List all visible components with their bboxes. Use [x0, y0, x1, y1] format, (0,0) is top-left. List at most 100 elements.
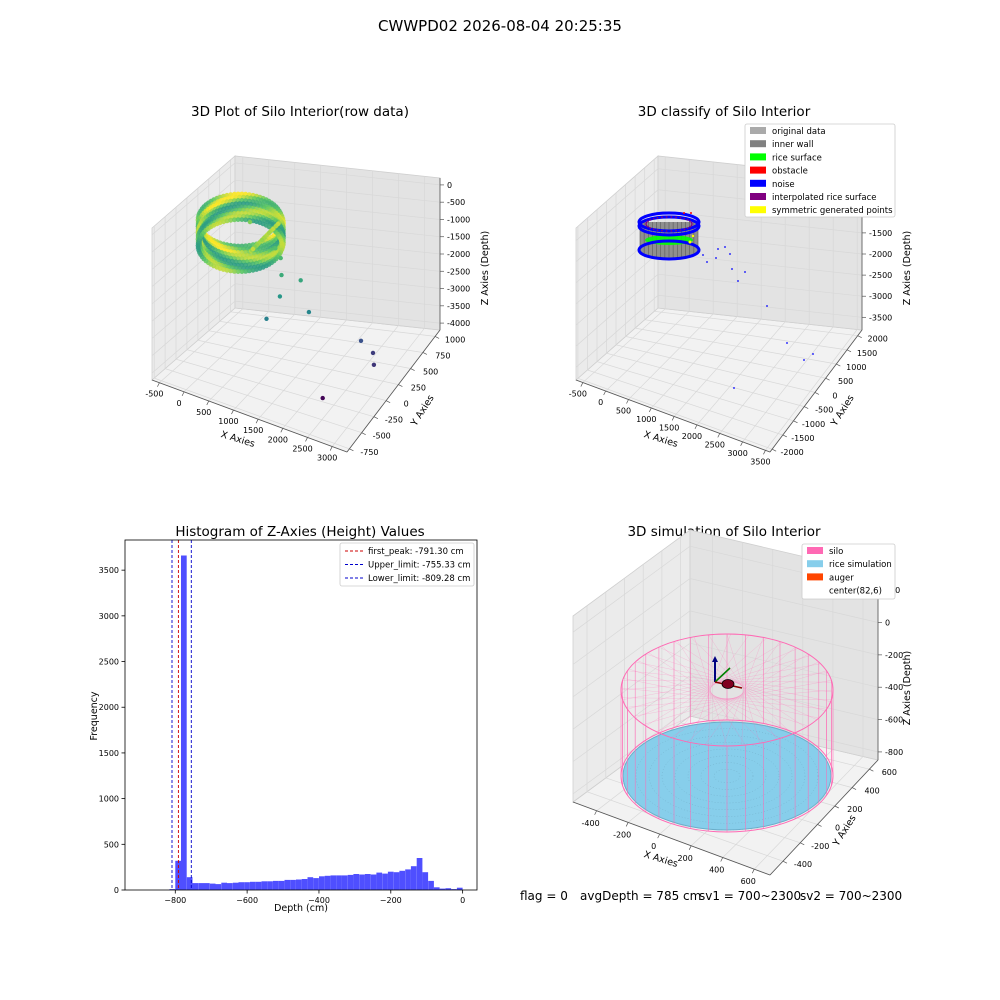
p2-x-axis-line	[575, 379, 771, 453]
histogram-bar	[370, 874, 377, 890]
raw-point	[243, 269, 249, 274]
histogram-x-tick-label: −200	[380, 896, 402, 905]
classify-legend-swatch	[750, 153, 766, 161]
simulation-x-ticks: -400 -200 0 200 400 600	[582, 810, 756, 886]
histogram-x-tick-label: −600	[236, 896, 258, 905]
simulation-legend-box	[801, 543, 896, 600]
p2-y-tick-mark	[857, 335, 862, 338]
auger-z-arrowhead	[712, 656, 718, 662]
symmetric-point	[688, 240, 692, 244]
interpolated-point	[679, 229, 682, 232]
noise-point	[737, 280, 739, 282]
histogram-y-tick-label: 2000	[99, 703, 119, 712]
histogram-bar	[393, 872, 400, 890]
p4-y-tick-label: -400	[794, 860, 812, 869]
p2-x-tick-label: 1000	[636, 415, 656, 424]
classify-legend-label: noise	[772, 180, 795, 190]
p1-y-gridline	[164, 216, 362, 434]
histogram-bar	[341, 875, 348, 890]
avg-depth-text: avgDepth = 785 cm	[580, 889, 701, 903]
p2-x-gridline	[651, 164, 738, 409]
interpolated-point	[689, 220, 691, 223]
p4-x-tick-label: -400	[582, 819, 600, 828]
p1-y-tick-label: -250	[385, 416, 403, 425]
p1-x-gridline	[307, 173, 399, 438]
p2-y-gridline	[577, 226, 773, 450]
p1-y-tick-label: 250	[411, 384, 426, 393]
noise-point	[803, 359, 805, 361]
p1-x-tick-mark	[181, 391, 185, 397]
histogram-y-tick-label: 3500	[99, 566, 119, 575]
p4-x-axis-line	[572, 801, 771, 876]
raw-point	[224, 218, 230, 224]
silo-top-wire	[690, 637, 793, 735]
raw-y-axis-label: Y Axies	[409, 393, 437, 429]
p2-y-tick-mark	[804, 406, 809, 409]
p2-x-tick-mark	[740, 441, 743, 446]
p1-x-tick-mark	[157, 382, 160, 387]
p1-x-tick-mark	[305, 437, 308, 442]
p1-y-tick-mark	[398, 384, 403, 387]
p2-y-tick-mark	[846, 349, 852, 353]
histogram-bar	[278, 880, 285, 890]
rice-simulation-mesh	[648, 735, 806, 817]
raw-outlier-point	[273, 246, 278, 251]
p4-x-tick-mark	[751, 869, 755, 874]
histogram-plot: Histogram of Z-Axies (Height) Values −80…	[89, 524, 478, 914]
histogram-x-tick-label: −800	[164, 896, 186, 905]
histogram-bar	[204, 883, 210, 890]
silo-top-wire	[621, 687, 827, 710]
p2-z-gridline	[575, 294, 863, 368]
interpolated-point	[649, 219, 652, 221]
raw-x-ticks: -500 0 500 1000 1500 2000 2500 3000	[145, 382, 337, 463]
classify-legend-swatch	[750, 166, 766, 174]
p1-x-tick-label: 3000	[317, 454, 337, 463]
histogram-x-axis-label: Depth (cm)	[274, 903, 328, 914]
histogram-bar	[456, 887, 463, 890]
histogram-y-tick-label: 500	[104, 840, 119, 849]
p2-y-gridline	[625, 184, 826, 379]
obstacle-point	[683, 212, 685, 214]
histogram-bar	[238, 882, 245, 890]
classify-plot-title: 3D classify of Silo Interior	[638, 104, 811, 120]
p4-y-tick-label: -200	[811, 842, 829, 851]
histogram-x-tick-label: −400	[308, 896, 330, 905]
p4-z-tick-label: 0	[885, 619, 890, 628]
p2-x-gridline	[628, 162, 714, 400]
classify-legend-swatch	[750, 140, 766, 148]
classify-legend-swatch	[750, 179, 766, 187]
p1-x-tick-label: 500	[196, 408, 211, 417]
p1-x-tick-label: 2000	[268, 435, 288, 444]
histogram-bar	[181, 555, 187, 890]
p1-z-tick-label: -500	[447, 198, 465, 207]
histogram-bar	[198, 883, 204, 890]
p4-y-tick-mark	[782, 860, 788, 864]
histogram-y-tick-label: 3000	[99, 612, 119, 621]
histogram-bar	[387, 871, 394, 890]
histogram-bar	[244, 882, 250, 890]
histogram-bar	[347, 874, 354, 890]
interpolated-point	[670, 230, 673, 232]
silo-top-wire	[704, 641, 781, 745]
histogram-bar	[273, 880, 279, 890]
p2-z-tick-label: -3000	[869, 292, 892, 301]
raw-point	[228, 268, 234, 274]
noise-point	[724, 246, 726, 248]
histogram-bar	[227, 883, 233, 890]
silo-top-wire	[658, 646, 817, 720]
silo-top-wire	[687, 646, 796, 743]
interpolated-point	[679, 217, 682, 219]
p2-x-gridline	[742, 174, 834, 443]
histogram-bar	[433, 887, 440, 890]
histogram-bar	[416, 858, 423, 890]
p2-x-gridline	[605, 159, 690, 392]
classify-3d-plot: 3D classify of Silo Interior -5000500100…	[569, 104, 913, 466]
p2-x-gridline	[582, 156, 666, 383]
p1-x-tick-mark	[206, 400, 210, 406]
p2-x-tick-mark	[671, 416, 675, 421]
histogram-bar	[324, 875, 331, 890]
histogram-bar	[364, 874, 371, 890]
histogram-legend-label: Lower_limit: -809.28 cm	[368, 574, 470, 584]
histogram-bar	[382, 873, 388, 890]
p2-x-tick-label: 0	[598, 398, 603, 407]
